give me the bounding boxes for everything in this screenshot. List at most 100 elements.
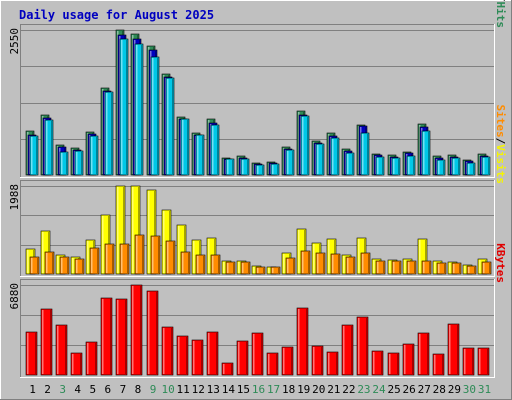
bar-sites-day-8 bbox=[134, 234, 145, 275]
bar-body bbox=[165, 240, 176, 275]
bar-kbytes-day-5 bbox=[85, 341, 98, 376]
bar-shadow bbox=[66, 153, 68, 174]
bar-pages-day-1 bbox=[29, 135, 39, 176]
bar-highlight bbox=[152, 58, 154, 174]
bar-body bbox=[195, 254, 206, 275]
bar-body bbox=[296, 307, 309, 376]
bar-shadow bbox=[187, 120, 189, 174]
bar-highlight bbox=[373, 260, 375, 273]
bar-highlight bbox=[102, 299, 104, 374]
bar-shadow bbox=[217, 126, 219, 174]
bar-sites-day-12 bbox=[195, 254, 206, 275]
bar-highlight bbox=[91, 249, 93, 273]
bar-highlight bbox=[377, 262, 379, 273]
bar-body bbox=[326, 351, 339, 376]
legend-entry: Sites bbox=[494, 105, 507, 138]
legend-entry: KBytes bbox=[494, 243, 507, 283]
bar-body bbox=[436, 262, 447, 275]
bar-highlight bbox=[91, 137, 93, 174]
bar-shadow bbox=[232, 160, 234, 174]
bar-body bbox=[447, 323, 460, 376]
bar-body bbox=[180, 118, 190, 176]
bar-highlight bbox=[393, 262, 395, 273]
x-tick-day-26: 26 bbox=[403, 383, 416, 396]
bar-highlight bbox=[46, 253, 48, 273]
bar-highlight bbox=[483, 263, 485, 273]
bar-highlight bbox=[242, 263, 244, 273]
bar-pages-day-10 bbox=[165, 77, 175, 176]
bar-pages-day-2 bbox=[44, 119, 54, 176]
panel-hits_files_pages: 2550 Pages/Files/Hits bbox=[8, 0, 507, 178]
bar-sites-day-6 bbox=[104, 243, 115, 275]
x-tick-day-27: 27 bbox=[418, 383, 431, 396]
bar-kbytes-day-14 bbox=[221, 362, 234, 376]
panel-max-label: 1988 bbox=[8, 184, 21, 211]
bar-shadow bbox=[203, 256, 205, 273]
bar-highlight bbox=[377, 158, 379, 174]
bar-highlight bbox=[347, 154, 349, 174]
bar-body bbox=[236, 340, 249, 376]
bar-pages-day-12 bbox=[195, 134, 205, 176]
bar-sites-day-13 bbox=[210, 254, 221, 275]
bar-pages-day-26 bbox=[406, 155, 416, 176]
bar-highlight bbox=[106, 245, 108, 273]
bar-highlight bbox=[163, 211, 165, 273]
bar-highlight bbox=[464, 349, 466, 374]
bar-body bbox=[74, 258, 85, 275]
bar-pages-day-29 bbox=[451, 157, 461, 176]
bar-shadow bbox=[277, 165, 279, 174]
bar-shadow bbox=[157, 58, 159, 174]
bar-sites-day-4 bbox=[74, 258, 85, 275]
bar-body bbox=[315, 143, 325, 176]
bar-shadow bbox=[262, 166, 264, 174]
bar-kbytes-day-8 bbox=[130, 284, 143, 376]
bar-body bbox=[417, 332, 430, 376]
bar-highlight bbox=[287, 151, 289, 174]
bar-highlight bbox=[404, 345, 406, 374]
bar-shadow bbox=[35, 333, 37, 374]
bar-kbytes-day-30 bbox=[462, 347, 475, 376]
bar-sites-day-7 bbox=[119, 243, 130, 275]
bar-sites-day-20 bbox=[315, 252, 326, 275]
bar-shadow bbox=[52, 253, 54, 273]
bar-shadow bbox=[125, 300, 127, 374]
bar-shadow bbox=[127, 245, 129, 273]
bar-highlight bbox=[223, 364, 225, 374]
bar-shadow bbox=[216, 333, 218, 374]
bar-shadow bbox=[459, 264, 461, 273]
bar-highlight bbox=[453, 159, 455, 174]
bar-body bbox=[134, 234, 145, 275]
x-tick-day-29: 29 bbox=[448, 383, 461, 396]
bar-kbytes-day-29 bbox=[447, 323, 460, 376]
x-tick-day-16: 16 bbox=[252, 383, 265, 396]
bar-body bbox=[477, 347, 490, 376]
bar-sites-day-5 bbox=[89, 247, 100, 275]
bar-highlight bbox=[358, 318, 360, 374]
bar-highlight bbox=[57, 326, 59, 374]
x-tick-day-9: 9 bbox=[150, 383, 157, 396]
bar-body bbox=[89, 247, 100, 275]
bar-highlight bbox=[178, 226, 180, 273]
bar-highlight bbox=[208, 333, 210, 374]
bar-highlight bbox=[167, 242, 169, 273]
bar-highlight bbox=[389, 261, 391, 273]
bar-highlight bbox=[468, 267, 470, 273]
bar-pages-day-5 bbox=[89, 135, 99, 176]
bar-shadow bbox=[351, 326, 353, 374]
bar-highlight bbox=[479, 349, 481, 374]
bar-highlight bbox=[87, 241, 89, 273]
bar-shadow bbox=[158, 237, 160, 273]
x-tick-day-17: 17 bbox=[267, 383, 280, 396]
bar-body bbox=[462, 347, 475, 376]
bar-highlight bbox=[268, 354, 270, 374]
bar-pages-day-3 bbox=[59, 151, 69, 176]
bar-body bbox=[176, 335, 189, 376]
bar-shadow bbox=[231, 364, 233, 374]
bar-body bbox=[330, 253, 341, 275]
bar-body bbox=[451, 262, 462, 275]
legend-entry: / bbox=[494, 0, 507, 2]
bar-shadow bbox=[429, 262, 431, 273]
bar-shadow bbox=[489, 263, 491, 273]
bar-highlight bbox=[212, 256, 214, 273]
bar-highlight bbox=[61, 258, 63, 273]
